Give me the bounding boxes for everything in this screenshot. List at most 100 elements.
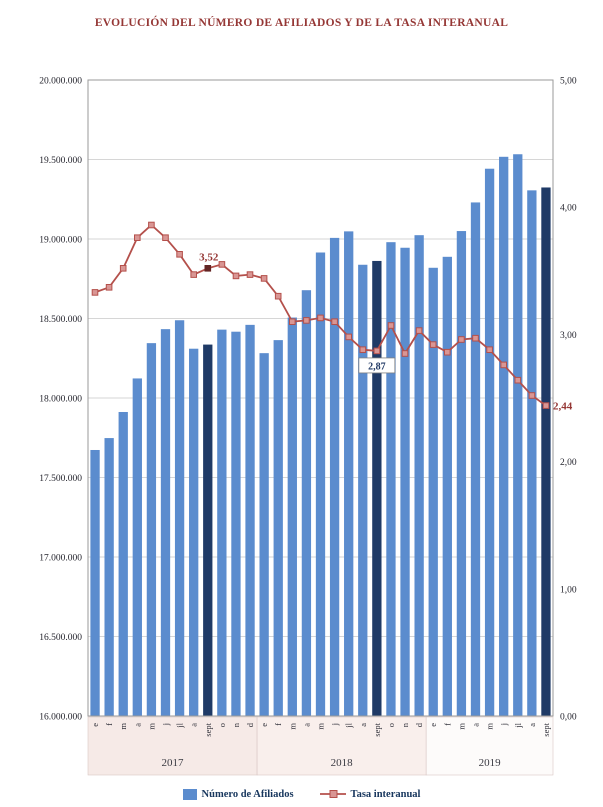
rate-marker bbox=[373, 347, 381, 355]
year-band bbox=[425, 716, 554, 776]
rate-marker bbox=[218, 261, 226, 268]
month-label: n bbox=[400, 722, 410, 727]
axis-tick-label: 16.500.000 bbox=[39, 633, 82, 643]
year-bands: 2017 2018 2019 bbox=[87, 716, 554, 776]
rate-marker bbox=[232, 272, 240, 280]
affiliates-bar bbox=[217, 329, 227, 716]
rate-marker bbox=[246, 271, 254, 278]
rate-marker bbox=[528, 392, 536, 399]
affiliates-swatch-icon bbox=[182, 788, 197, 800]
month-label: j bbox=[499, 723, 509, 726]
rate-marker bbox=[359, 346, 367, 353]
affiliates-bar bbox=[358, 264, 368, 716]
axis-tick-label: 3,00 bbox=[560, 331, 577, 341]
affiliates-bar bbox=[273, 340, 283, 716]
affiliates-bars bbox=[90, 154, 551, 717]
affiliates-swatch bbox=[182, 788, 197, 800]
chart-title: EVOLUCIÓN DEL NÚMERO DE AFILIADOS Y DE L… bbox=[94, 17, 509, 29]
left-axis-labels: 16.000.000 16.500.000 17.000.000 17.500.000… bbox=[39, 77, 82, 723]
rate-markers bbox=[91, 221, 550, 409]
month-label: o bbox=[386, 723, 396, 727]
month-label: jl bbox=[513, 722, 523, 728]
rate-marker bbox=[387, 322, 395, 329]
month-label: e bbox=[259, 723, 269, 727]
affiliates-bar bbox=[90, 449, 100, 716]
month-label: m bbox=[456, 723, 466, 730]
rate-marker bbox=[429, 341, 437, 348]
legend-item-rate: Tasa interanual bbox=[319, 789, 420, 800]
month-label: f bbox=[104, 723, 114, 726]
rate-marker bbox=[514, 376, 522, 384]
affiliates-bar bbox=[456, 231, 467, 717]
affiliates-bar bbox=[513, 154, 523, 716]
affiliates-bar bbox=[174, 320, 185, 716]
month-label: sept bbox=[203, 722, 213, 736]
year-label: 2017 bbox=[162, 757, 185, 769]
month-label: e bbox=[90, 723, 100, 727]
rate-marker bbox=[274, 292, 282, 300]
month-label: a bbox=[301, 723, 311, 727]
axis-tick-label: 18.500.000 bbox=[39, 315, 82, 325]
axis-tick-label: 2,00 bbox=[560, 458, 577, 468]
month-label: j bbox=[330, 723, 340, 726]
rate-marker bbox=[289, 318, 296, 325]
rate-marker bbox=[401, 350, 409, 357]
rate-marker bbox=[105, 284, 113, 291]
month-label: sept bbox=[372, 722, 382, 736]
rate-marker bbox=[317, 314, 324, 322]
rate-marker bbox=[190, 271, 197, 278]
affiliates-bar bbox=[245, 324, 255, 716]
month-label: a bbox=[527, 723, 537, 727]
month-label: m bbox=[118, 723, 128, 730]
month-label: m bbox=[287, 723, 297, 730]
month-label: jl bbox=[344, 722, 354, 728]
data-label: 2,44 bbox=[553, 401, 573, 413]
affiliates-bar bbox=[315, 252, 326, 716]
affiliates-bar bbox=[301, 290, 312, 716]
affiliates-bar bbox=[132, 378, 142, 716]
rate-marker bbox=[500, 361, 507, 369]
month-label: a bbox=[358, 723, 368, 727]
month-label: d bbox=[245, 722, 255, 727]
affiliates-bar bbox=[329, 237, 340, 716]
month-label: a bbox=[189, 723, 199, 727]
affiliates-bar bbox=[344, 231, 354, 716]
affiliates-bar bbox=[104, 438, 114, 716]
rate-marker-swatch bbox=[329, 790, 338, 798]
rate-marker bbox=[486, 346, 493, 353]
axis-tick-label: 17.000.000 bbox=[39, 554, 82, 564]
month-label: jl bbox=[175, 722, 185, 728]
data-label: 3,52 bbox=[199, 251, 219, 263]
axis-tick-label: 0,00 bbox=[560, 713, 577, 723]
legend-item-affiliates: Número de Afiliados bbox=[182, 788, 294, 800]
affiliates-bar-highlight bbox=[203, 344, 213, 716]
rate-marker bbox=[444, 348, 451, 356]
rate-marker bbox=[162, 234, 169, 241]
legend: Número de Afiliados Tasa interanual bbox=[0, 781, 603, 807]
month-label: o bbox=[217, 723, 227, 727]
data-label: 2,87 bbox=[368, 361, 386, 372]
year-band bbox=[87, 716, 258, 776]
affiliates-bar bbox=[499, 156, 509, 717]
rate-marker bbox=[119, 265, 127, 272]
affiliates-bar bbox=[527, 190, 537, 717]
month-label: d bbox=[414, 722, 424, 727]
right-axis-labels: 0,00 1,00 2,00 3,00 4,00 5,00 bbox=[560, 77, 577, 723]
month-label: f bbox=[273, 723, 283, 726]
affiliates-bar-highlight bbox=[541, 187, 551, 717]
axis-tick-label: 1,00 bbox=[560, 585, 577, 595]
rate-marker bbox=[472, 334, 479, 342]
month-label: m bbox=[316, 723, 326, 730]
affiliates-bar bbox=[386, 242, 396, 716]
axis-tick-label: 20.000.000 bbox=[39, 77, 82, 87]
axis-tick-label: 5,00 bbox=[560, 77, 577, 87]
affiliates-bar bbox=[146, 343, 157, 716]
affiliates-bar bbox=[428, 267, 438, 716]
rate-marker bbox=[542, 402, 550, 409]
axis-tick-label: 19.000.000 bbox=[39, 236, 82, 246]
rate-marker bbox=[148, 221, 155, 229]
month-label: j bbox=[161, 723, 171, 726]
rate-marker bbox=[331, 318, 338, 325]
affiliates-bar bbox=[470, 202, 481, 716]
